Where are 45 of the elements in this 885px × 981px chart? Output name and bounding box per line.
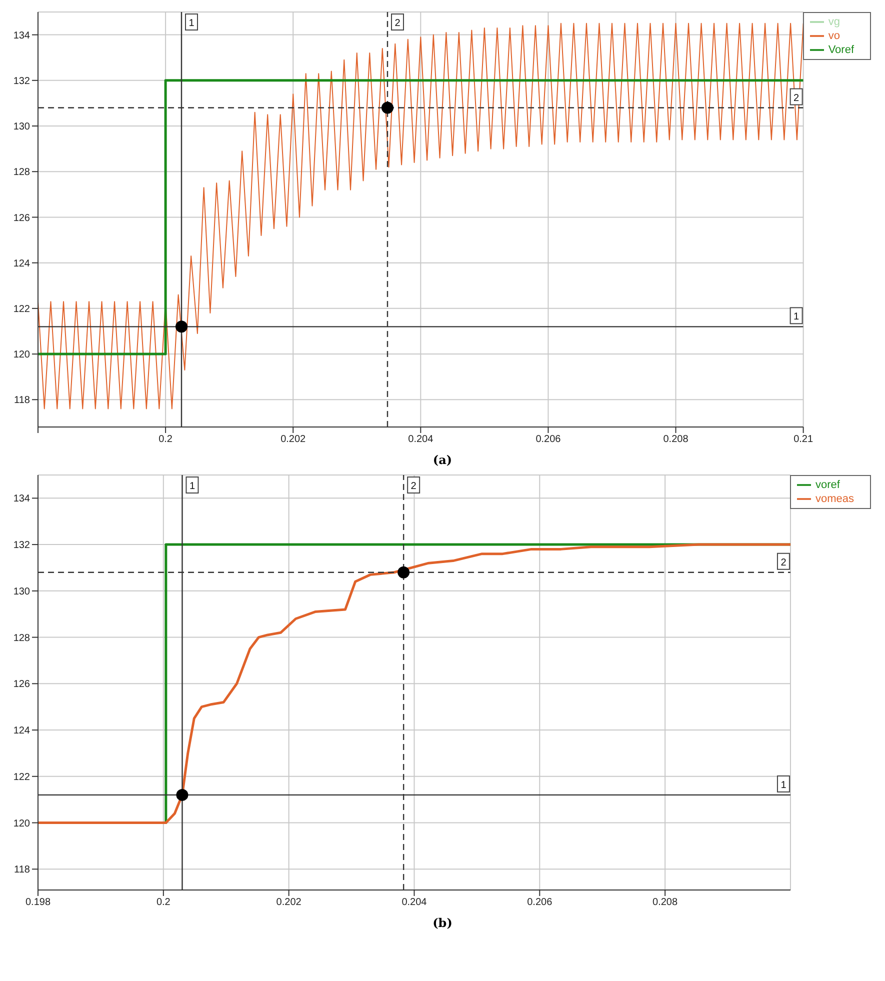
- x-tick-label: 0.204: [408, 434, 434, 446]
- x-tick-label: 0.206: [527, 897, 553, 908]
- y-tick-label: 124: [13, 258, 30, 270]
- annotation: 1: [188, 18, 195, 29]
- y-tick-label: 118: [14, 864, 30, 876]
- y-tick-label: 126: [13, 212, 30, 224]
- y-tick-label: 122: [13, 304, 30, 315]
- y-tick-label: 128: [13, 632, 30, 644]
- x-tick-label: 0.204: [402, 897, 428, 908]
- y-tick-label: 124: [13, 726, 30, 737]
- legend-label: Voref: [828, 44, 854, 56]
- annotation: 2: [780, 557, 787, 568]
- y-tick-label: 132: [13, 76, 30, 87]
- annotation: 1: [794, 312, 800, 323]
- y-tick-label: 118: [14, 395, 30, 406]
- x-tick-label: 0.198: [25, 897, 51, 908]
- y-tick-label: 132: [13, 540, 30, 552]
- y-tick-label: 130: [13, 122, 30, 133]
- annotation: 2: [794, 92, 800, 104]
- y-tick-label: 122: [13, 772, 30, 783]
- legend-label: vomeas: [815, 492, 854, 505]
- annotation: 2: [410, 481, 417, 492]
- y-tick-label: 130: [13, 586, 30, 598]
- x-tick-label: 0.202: [280, 434, 306, 446]
- y-tick-label: 120: [13, 818, 30, 830]
- annotation: 1: [780, 780, 787, 791]
- legend-label: vo: [828, 30, 840, 42]
- y-tick-label: 120: [13, 350, 30, 361]
- legend-label: vg: [828, 16, 840, 28]
- text: (a): [432, 453, 454, 469]
- y-tick-label: 126: [13, 679, 30, 690]
- x-tick-label: 0.2: [156, 897, 171, 908]
- y-tick-label: 134: [13, 494, 30, 505]
- y-tick-label: 128: [13, 167, 30, 178]
- x-tick-label: 0.208: [663, 434, 689, 446]
- x-tick-label: 0.202: [276, 897, 302, 908]
- annotation: 2: [394, 18, 401, 29]
- legend-label: voref: [815, 478, 840, 491]
- annotation: 1: [189, 481, 196, 492]
- x-tick-label: 0.2: [158, 434, 173, 446]
- x-tick-label: 0.208: [652, 897, 678, 908]
- text: (b): [432, 916, 454, 932]
- x-tick-label: 0.206: [536, 434, 562, 446]
- y-tick-label: 134: [13, 30, 30, 42]
- x-tick-label: 0.21: [794, 434, 814, 446]
